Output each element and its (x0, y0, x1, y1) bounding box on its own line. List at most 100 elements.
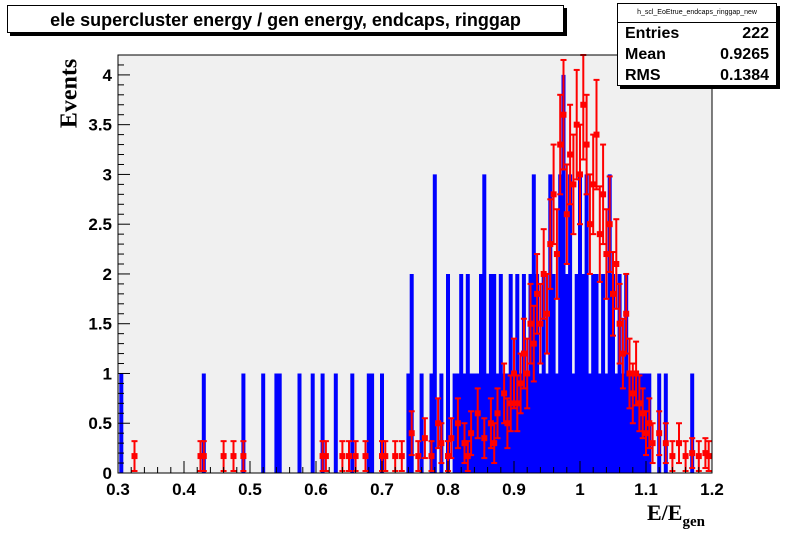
x-tick-label: 1.2 (700, 480, 724, 499)
y-tick-label: 2 (103, 265, 112, 284)
red-point-84 (689, 437, 696, 470)
x-tick-label: 0.7 (370, 480, 394, 499)
red-point-17 (415, 440, 422, 473)
red-point-5 (240, 440, 247, 473)
red-point-53 (567, 103, 574, 206)
red-point-66 (610, 251, 616, 337)
y-tick-label: 2.5 (88, 215, 112, 234)
y-tick-label: 4 (103, 66, 113, 85)
stats-value: 222 (742, 25, 769, 42)
red-point-87 (705, 440, 712, 473)
red-point-71 (626, 337, 633, 410)
x-axis-label-subscript: gen (682, 514, 705, 530)
red-point-52 (563, 163, 570, 265)
x-axis-label: E/Egen (647, 500, 705, 531)
red-point-49 (553, 208, 560, 300)
stats-value: 0.1384 (720, 67, 769, 84)
red-point-58 (583, 93, 590, 196)
red-point-79 (656, 410, 663, 457)
red-point-28 (474, 387, 481, 440)
y-tick-label: 0 (103, 464, 112, 483)
red-point-50 (557, 93, 564, 196)
red-point-20 (435, 397, 442, 450)
chart-title-box: ele supercluster energy / gen energy, en… (7, 5, 564, 33)
red-point-42 (530, 304, 537, 383)
red-point-44 (537, 282, 544, 365)
red-point-23 (448, 417, 455, 460)
red-point-41 (527, 282, 534, 365)
red-point-65 (606, 175, 613, 273)
y-axis-ticks: 0 0.5 1 1.5 2 2.5 3 3.5 4 (88, 54, 130, 483)
x-tick-label: 0.4 (172, 480, 196, 499)
red-point-72 (629, 362, 636, 425)
x-tick-label: 0.3 (106, 480, 130, 499)
red-point-76 (643, 410, 649, 457)
red-point-62 (596, 185, 603, 283)
y-tick-label: 1.5 (88, 315, 112, 334)
y-axis-label: Events (56, 58, 83, 129)
red-point-36 (511, 337, 517, 410)
red-point-54 (570, 133, 577, 236)
stats-row-mean: Mean 0.9265 (618, 44, 776, 65)
red-point-11 (362, 440, 369, 473)
red-point-2 (200, 440, 207, 473)
red-point-56 (577, 123, 583, 226)
red-point-31 (491, 422, 498, 465)
red-point-82 (676, 422, 682, 465)
x-tick-label: 0.9 (502, 480, 526, 499)
red-point-21 (438, 422, 445, 465)
stats-row-rms: RMS 0.1384 (618, 65, 776, 86)
red-point-37 (514, 374, 521, 433)
red-point-9 (346, 440, 352, 473)
stats-histogram-name: h_scl_EoEtrue_endcaps_ringgap_new (618, 4, 776, 23)
red-point-19 (428, 440, 435, 473)
stats-box: h_scl_EoEtrue_endcaps_ringgap_new Entrie… (617, 3, 777, 86)
red-point-48 (550, 143, 557, 246)
red-point-63 (600, 143, 607, 246)
red-point-77 (646, 397, 653, 450)
red-point-39 (520, 317, 527, 390)
y-tick-label: 3 (103, 165, 112, 184)
x-tick-label: 0.8 (436, 480, 460, 499)
red-point-45 (540, 228, 547, 320)
red-point-25 (461, 422, 468, 465)
red-point-74 (636, 374, 643, 433)
x-axis-ticks: 0.3 0.4 0.5 0.6 0.7 0.8 0.9 1 1.1 1.2 (106, 461, 724, 499)
red-point-7 (322, 440, 329, 473)
red-point-68 (616, 282, 623, 365)
chart-title: ele supercluster energy / gen energy, en… (50, 10, 521, 30)
red-point-43 (534, 253, 541, 335)
stats-label: RMS (625, 67, 661, 84)
x-tick-label: 0.6 (304, 480, 328, 499)
stats-value: 0.9265 (720, 46, 769, 63)
red-point-4 (230, 440, 237, 473)
stats-label: Entries (625, 25, 680, 42)
red-point-46 (544, 272, 550, 355)
red-point-15 (398, 440, 405, 473)
stats-label: Mean (625, 46, 666, 63)
red-point-69 (619, 317, 626, 390)
x-axis-label-main: E/E (647, 500, 683, 525)
red-point-61 (593, 78, 600, 191)
x-tick-label: 1 (575, 480, 584, 499)
red-point-47 (547, 198, 554, 290)
red-point-35 (507, 374, 514, 433)
red-point-64 (603, 208, 610, 300)
red-point-32 (494, 387, 501, 440)
red-point-51 (560, 58, 567, 171)
stats-row-entries: Entries 222 (618, 23, 776, 44)
red-point-40 (524, 337, 531, 410)
red-point-0 (131, 440, 138, 473)
y-tick-label: 1 (103, 364, 112, 383)
red-point-55 (573, 68, 580, 181)
y-tick-label: 0.5 (88, 414, 112, 433)
red-point-29 (481, 417, 488, 460)
red-point-80 (662, 422, 669, 465)
red-point-30 (487, 397, 494, 450)
y-tick-label: 3.5 (88, 116, 112, 135)
red-point-75 (639, 387, 646, 440)
x-tick-label: 0.5 (238, 480, 262, 499)
red-point-34 (504, 397, 511, 450)
red-point-16 (408, 410, 415, 457)
